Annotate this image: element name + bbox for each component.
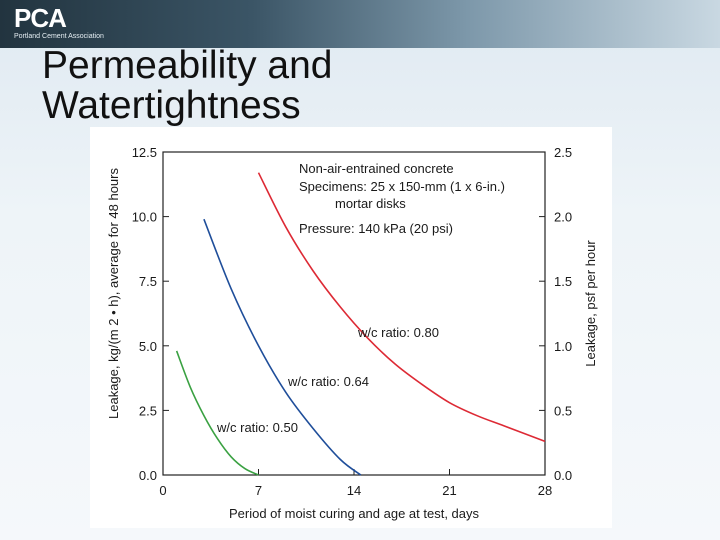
- pca-logo: PCA Portland Cement Association: [14, 4, 104, 41]
- x-tick-label-2: 14: [347, 483, 361, 498]
- chart-annotation-3: Pressure: 140 kPa (20 psi): [299, 221, 453, 236]
- y2-tick-label-4: 2.0: [554, 210, 572, 225]
- y2-tick-label-0: 0.0: [554, 468, 572, 483]
- series-label-2: w/c ratio: 0.80: [357, 325, 439, 340]
- leakage-chart: 0 7 14 21 280.02.55.07.510.012.50.00.51.01.5…: [106, 145, 598, 521]
- chart-annotation-2: mortar disks: [335, 196, 406, 211]
- slide-title: Permeability and Watertightness: [42, 44, 333, 127]
- y2-tick-label-3: 1.5: [554, 274, 572, 289]
- x-tick-label-3: 21: [442, 483, 456, 498]
- y2-tick-label-2: 1.0: [554, 339, 572, 354]
- y-tick-label-3: 7.5: [139, 274, 157, 289]
- logo-mark: PCA: [14, 3, 67, 33]
- y2-tick-label-5: 2.5: [554, 145, 572, 160]
- y-tick-label-1: 2.5: [139, 403, 157, 418]
- chart-annotation-0: Non-air-entrained concrete: [299, 161, 454, 176]
- series-label-1: w/c ratio: 0.64: [287, 374, 369, 389]
- series-line-2: [257, 172, 546, 443]
- x-tick-label-1: 7: [255, 483, 262, 498]
- y2-axis-label: Leakage, psf per hour: [583, 240, 598, 367]
- series-line-1: [203, 218, 362, 476]
- chart-panel: 0 7 14 21 28 0.0 2.5 5.0 7.5 10.0 12.5 0.0 0.5 1.0 1.5…: [90, 127, 612, 528]
- series-line-0: [175, 350, 259, 476]
- x-tick-label-0: 0: [159, 483, 166, 498]
- chart-annotation-1: Specimens: 25 x 150-mm (1 x 6-in.): [299, 179, 505, 194]
- y-tick-label-2: 5.0: [139, 339, 157, 354]
- logo-subtitle: Portland Cement Association: [14, 33, 104, 40]
- x-axis-label: Period of moist curing and age at test, …: [229, 506, 480, 521]
- x-tick-label-4: 28: [538, 483, 552, 498]
- y-axis-label: Leakage, kg/(m 2 • h), average for 48 ho…: [106, 168, 121, 419]
- y-tick-label-4: 10.0: [132, 210, 157, 225]
- series-label-0: w/c ratio: 0.50: [216, 420, 298, 435]
- y-tick-label-5: 12.5: [132, 145, 157, 160]
- y2-tick-label-1: 0.5: [554, 403, 572, 418]
- y-tick-label-0: 0.0: [139, 468, 157, 483]
- header-bar: PCA Portland Cement Association: [0, 0, 720, 48]
